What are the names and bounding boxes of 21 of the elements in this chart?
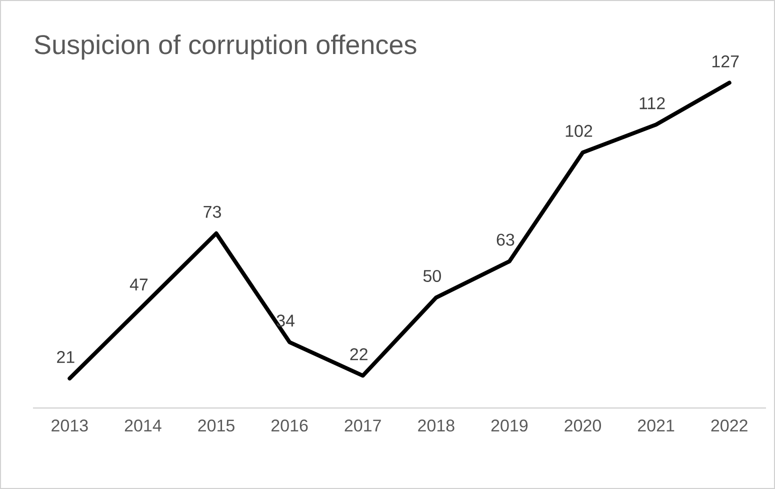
data-label: 47 xyxy=(130,278,148,290)
x-tick-label: 2015 xyxy=(198,420,234,432)
data-label: 73 xyxy=(204,206,221,218)
data-label: 102 xyxy=(566,124,592,137)
x-tick-label: 2020 xyxy=(564,420,601,432)
x-tick-label: 2021 xyxy=(638,420,674,432)
data-label: 63 xyxy=(496,234,514,246)
x-tick-label: 2019 xyxy=(491,420,528,432)
data-label: 112 xyxy=(640,97,665,110)
x-tick-label: 2016 xyxy=(272,420,308,432)
x-tick-label: 2022 xyxy=(711,420,748,432)
data-label: 21 xyxy=(57,351,74,363)
x-tick-label: 2017 xyxy=(344,420,381,432)
data-label: 50 xyxy=(423,270,441,282)
chart-title: Suspicion of corruption offences xyxy=(34,34,416,60)
data-label: 22 xyxy=(350,348,368,360)
x-tick-label: 2013 xyxy=(52,420,88,432)
x-tick-label: 2018 xyxy=(418,420,454,432)
data-label: 34 xyxy=(276,314,295,327)
data-label: 127 xyxy=(712,55,739,68)
x-tick-label: 2014 xyxy=(124,420,162,432)
